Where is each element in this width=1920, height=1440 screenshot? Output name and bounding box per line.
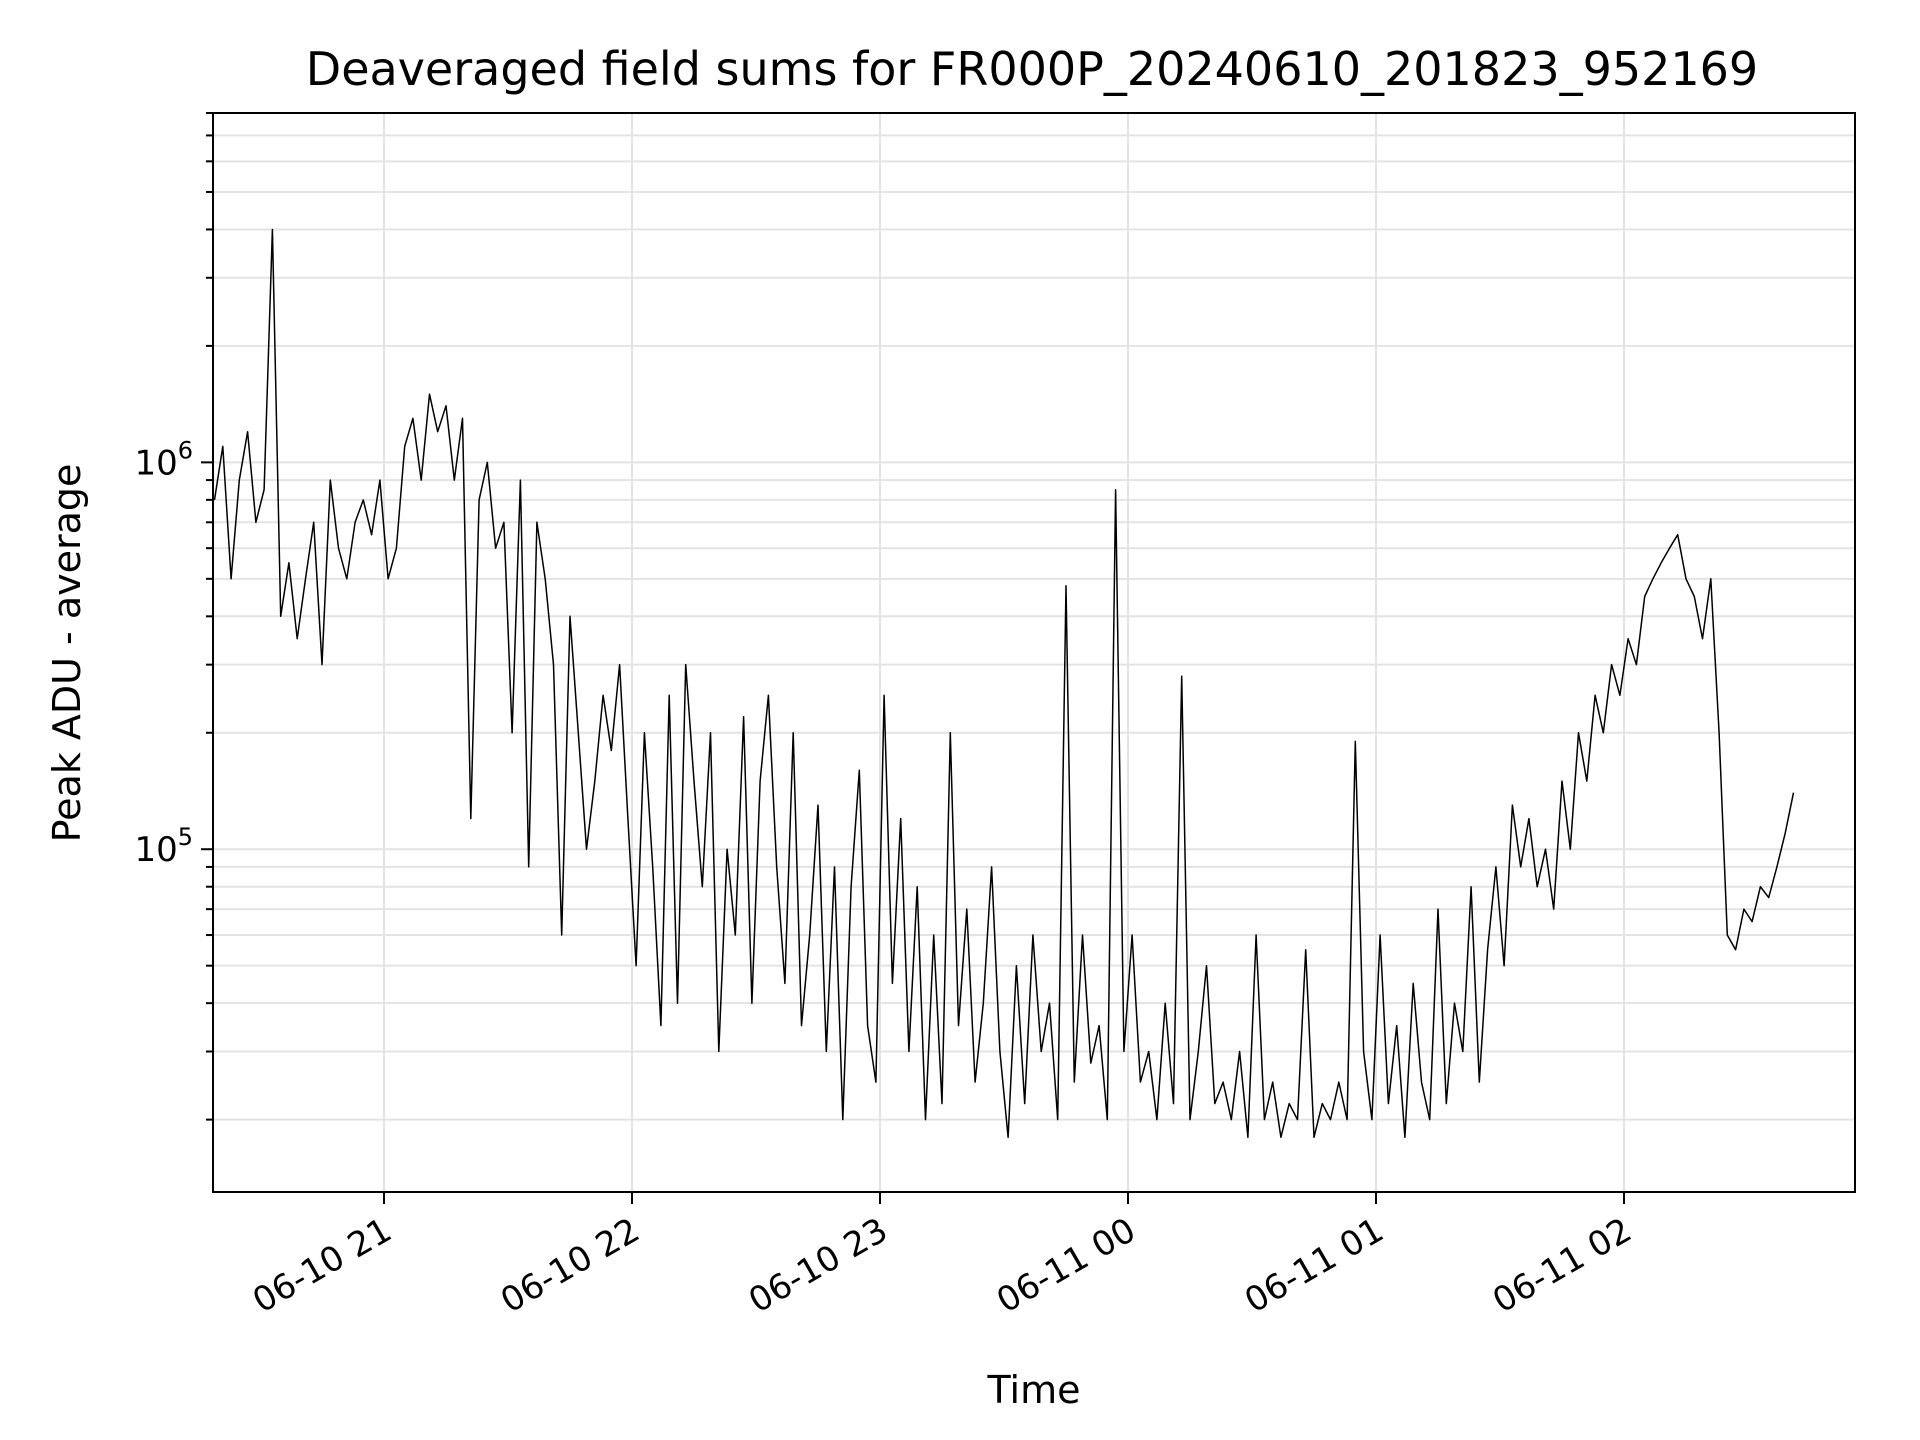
series-line xyxy=(213,228,1795,1139)
y-axis-ticks: 105 106 xyxy=(134,112,213,1121)
x-axis-label: Time xyxy=(987,1368,1081,1412)
y-axis-label: Peak ADU - average xyxy=(45,464,89,843)
y-tick-label: 106 xyxy=(134,436,193,483)
series-layer xyxy=(213,228,1795,1139)
plot-frame xyxy=(212,112,1856,1193)
chart-title: Deaveraged field sums for FR000P_2024061… xyxy=(306,42,1758,96)
y-tick-label: 105 xyxy=(134,823,193,870)
